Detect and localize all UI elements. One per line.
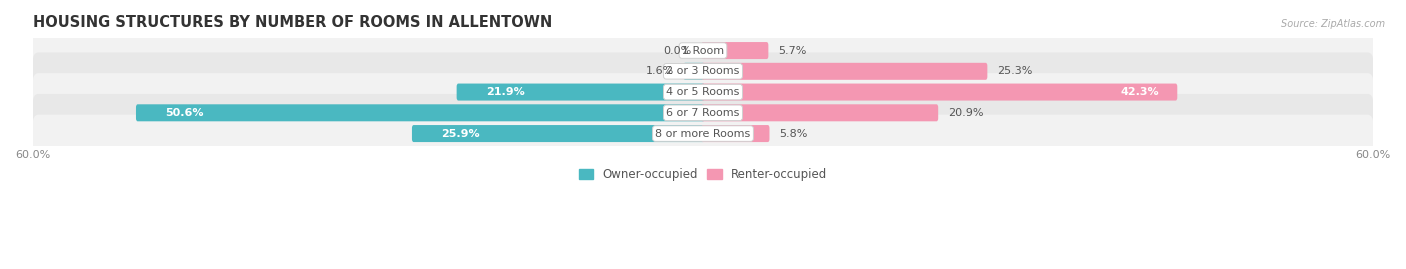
Text: 0.0%: 0.0% bbox=[664, 45, 692, 56]
Text: 1.6%: 1.6% bbox=[645, 66, 673, 76]
Text: 2 or 3 Rooms: 2 or 3 Rooms bbox=[666, 66, 740, 76]
FancyBboxPatch shape bbox=[702, 42, 768, 59]
Text: 4 or 5 Rooms: 4 or 5 Rooms bbox=[666, 87, 740, 97]
FancyBboxPatch shape bbox=[32, 94, 1374, 132]
FancyBboxPatch shape bbox=[702, 63, 987, 80]
Text: 42.3%: 42.3% bbox=[1121, 87, 1159, 97]
Text: 5.7%: 5.7% bbox=[778, 45, 806, 56]
FancyBboxPatch shape bbox=[702, 104, 938, 121]
FancyBboxPatch shape bbox=[683, 63, 704, 80]
Text: 8 or more Rooms: 8 or more Rooms bbox=[655, 129, 751, 139]
FancyBboxPatch shape bbox=[412, 125, 704, 142]
Text: 21.9%: 21.9% bbox=[486, 87, 524, 97]
Text: Source: ZipAtlas.com: Source: ZipAtlas.com bbox=[1281, 19, 1385, 29]
Text: 25.3%: 25.3% bbox=[997, 66, 1032, 76]
FancyBboxPatch shape bbox=[32, 73, 1374, 111]
Text: 1 Room: 1 Room bbox=[682, 45, 724, 56]
Text: 50.6%: 50.6% bbox=[166, 108, 204, 118]
Text: 20.9%: 20.9% bbox=[948, 108, 983, 118]
Text: HOUSING STRUCTURES BY NUMBER OF ROOMS IN ALLENTOWN: HOUSING STRUCTURES BY NUMBER OF ROOMS IN… bbox=[32, 15, 553, 30]
Text: 25.9%: 25.9% bbox=[441, 129, 481, 139]
FancyBboxPatch shape bbox=[136, 104, 704, 121]
Text: 6 or 7 Rooms: 6 or 7 Rooms bbox=[666, 108, 740, 118]
FancyBboxPatch shape bbox=[32, 115, 1374, 153]
Legend: Owner-occupied, Renter-occupied: Owner-occupied, Renter-occupied bbox=[574, 163, 832, 185]
Text: 5.8%: 5.8% bbox=[779, 129, 807, 139]
FancyBboxPatch shape bbox=[457, 84, 704, 101]
FancyBboxPatch shape bbox=[702, 125, 769, 142]
FancyBboxPatch shape bbox=[702, 84, 1177, 101]
FancyBboxPatch shape bbox=[32, 52, 1374, 90]
FancyBboxPatch shape bbox=[32, 32, 1374, 69]
